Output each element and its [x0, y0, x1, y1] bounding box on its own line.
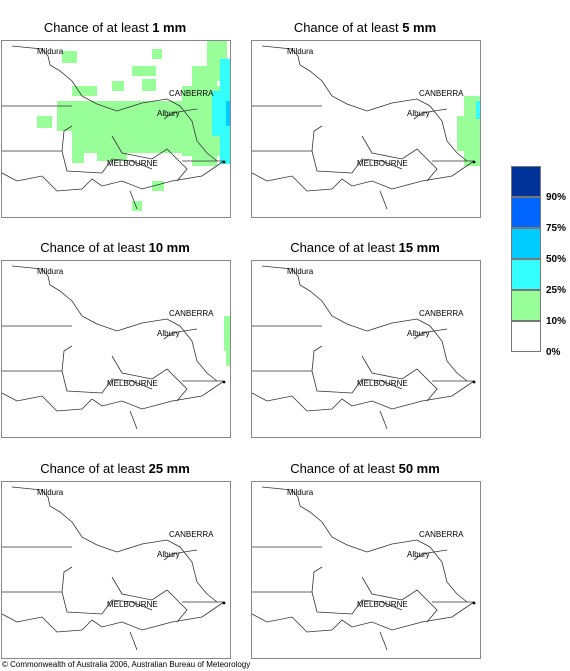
map-panel-25mm: Mildura CANBERRA Albury MELBOURNE [1, 481, 231, 659]
place-melbourne: MELBOURNE [107, 159, 158, 168]
place-albury: Albury [157, 550, 180, 559]
place-mildura: Mildura [287, 267, 314, 276]
panel-title-15mm: Chance of at least 15 mm [290, 240, 440, 255]
place-albury: Albury [157, 329, 180, 338]
place-melbourne: MELBOURNE [357, 379, 408, 388]
legend-swatch-75 [511, 197, 541, 228]
place-canberra: CANBERRA [419, 530, 464, 539]
rain-probability-overlay [37, 41, 230, 211]
legend-label-90: 90% [546, 192, 567, 203]
place-mildura: Mildura [287, 47, 314, 56]
panel-title-5mm: Chance of at least 5 mm [293, 20, 437, 35]
rain-probability-overlay [224, 316, 230, 366]
legend-swatch-50 [511, 228, 541, 259]
panel-title-50mm: Chance of at least 50 mm [290, 461, 440, 476]
place-canberra: CANBERRA [419, 309, 464, 318]
place-mildura: Mildura [37, 267, 64, 276]
place-albury: Albury [157, 109, 180, 118]
map-panel-50mm: Mildura CANBERRA Albury MELBOURNE [251, 481, 481, 659]
place-melbourne: MELBOURNE [357, 600, 408, 609]
legend-swatch-90 [511, 166, 541, 197]
place-melbourne: MELBOURNE [357, 159, 408, 168]
boundaries [2, 265, 225, 430]
rain-probability-overlay [457, 96, 480, 166]
place-mildura: Mildura [37, 47, 64, 56]
legend-label-50: 50% [546, 254, 567, 265]
place-canberra: CANBERRA [169, 530, 214, 539]
legend-swatch-10 [511, 290, 541, 321]
place-melbourne: MELBOURNE [107, 379, 158, 388]
panel-title-10mm: Chance of at least 10 mm [40, 240, 190, 255]
panel-title-25mm: Chance of at least 25 mm [40, 461, 190, 476]
place-mildura: Mildura [287, 488, 314, 497]
map-panel-15mm: Mildura CANBERRA Albury MELBOURNE [251, 260, 481, 438]
boundaries [252, 265, 475, 430]
legend-label-25: 25% [546, 285, 567, 296]
panel-title-1mm: Chance of at least 1 mm [43, 20, 187, 35]
place-albury: Albury [407, 109, 430, 118]
place-canberra: CANBERRA [169, 309, 214, 318]
legend-label-0: 0% [546, 347, 561, 358]
place-canberra: CANBERRA [419, 89, 464, 98]
legend-label-75: 75% [546, 223, 567, 234]
map-panel-10mm: Mildura CANBERRA Albury MELBOURNE [1, 260, 231, 438]
copyright-footer: © Commonwealth of Australia 2006, Austra… [2, 660, 251, 669]
place-albury: Albury [407, 550, 430, 559]
legend-label-10: 10% [546, 316, 567, 327]
boundaries [2, 45, 225, 210]
boundaries [252, 486, 475, 651]
place-albury: Albury [407, 329, 430, 338]
legend-swatch-0 [511, 321, 541, 352]
map-panel-5mm: Mildura CANBERRA Albury MELBOURNE [251, 40, 481, 218]
map-panel-1mm: Mildura CANBERRA Albury MELBOURNE [1, 40, 231, 218]
boundaries [2, 486, 225, 651]
place-canberra: CANBERRA [169, 89, 214, 98]
place-mildura: Mildura [37, 488, 64, 497]
legend-swatch-25 [511, 259, 541, 290]
place-melbourne: MELBOURNE [107, 600, 158, 609]
boundaries [252, 45, 475, 210]
